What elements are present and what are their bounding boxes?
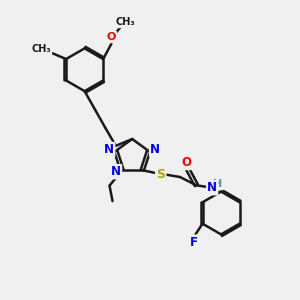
- Text: CH₃: CH₃: [32, 44, 51, 54]
- Text: O: O: [107, 32, 116, 42]
- Text: O: O: [182, 156, 192, 169]
- Text: N: N: [150, 143, 160, 156]
- Text: N: N: [207, 181, 217, 194]
- Text: S: S: [156, 168, 165, 181]
- Text: N: N: [111, 165, 121, 178]
- Text: CH₃: CH₃: [115, 17, 135, 27]
- Text: H: H: [214, 179, 223, 189]
- Text: N: N: [104, 143, 114, 156]
- Text: F: F: [190, 236, 198, 249]
